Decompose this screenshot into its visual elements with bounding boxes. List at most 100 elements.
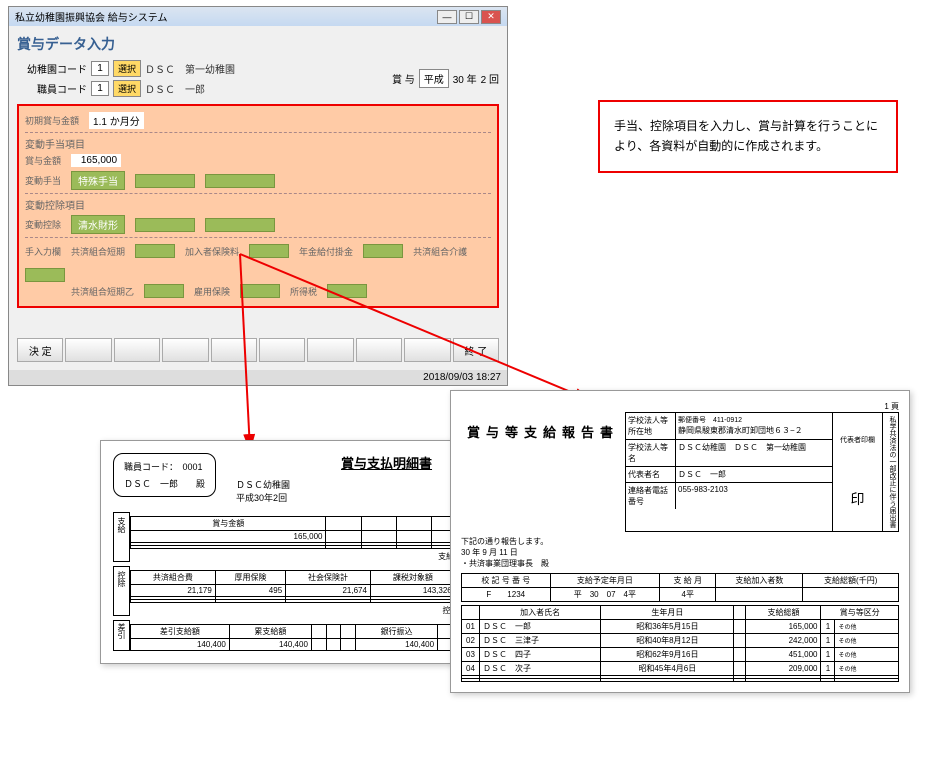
h2-3: 支給加入者数: [716, 574, 803, 588]
b7[interactable]: [307, 338, 353, 362]
deduction-combo[interactable]: 清水財形: [71, 215, 125, 234]
c0: [462, 606, 480, 620]
r2-date: 30 年 9 月 11 日: [461, 547, 899, 558]
df-h2: 銀行振込: [356, 625, 438, 639]
bonus-report: 1 頁 賞与等支給報告書 学校法人等所在地郵便番号 411-0912静岡県駿東郡…: [450, 390, 910, 693]
school-select-button[interactable]: 選択: [113, 60, 141, 77]
allowance-combo[interactable]: 特殊手当: [71, 171, 125, 190]
side-note: 私学共済法の一部改正に伴う届出書: [883, 412, 899, 532]
bl-field-6[interactable]: [240, 284, 280, 298]
bl-3: 年金給付掛金: [299, 245, 353, 258]
b8[interactable]: [356, 338, 402, 362]
r2-note1: 下記の通り報告します。: [461, 536, 899, 547]
m2k: 代表者名: [626, 467, 676, 482]
variable-allowance-label: 変動手当: [25, 174, 61, 187]
pay-section-label: 支給: [113, 512, 130, 562]
employee-select-button[interactable]: 選択: [113, 80, 141, 97]
b5[interactable]: [211, 338, 257, 362]
d-v0: 21,179: [131, 585, 216, 597]
bl-4: 共済組合介護: [413, 245, 467, 258]
page-num: 1 頁: [461, 401, 899, 412]
status-bar: 2018/09/03 18:27: [9, 370, 507, 385]
d-v2: 21,674: [286, 585, 371, 597]
b4[interactable]: [162, 338, 208, 362]
bl-field-2[interactable]: [249, 244, 289, 258]
allowance-bar-1[interactable]: [135, 174, 195, 188]
employee-code-label: 職員コード: [17, 81, 87, 96]
bl-field-1[interactable]: [135, 244, 175, 258]
maximize-button[interactable]: ☐: [459, 10, 479, 24]
bonus-input-panel: 初期賞与金額 1.1 か月分 変動手当項目 賞与金額 165,000 変動手当 …: [17, 104, 499, 308]
bl-field-5[interactable]: [144, 284, 184, 298]
d-h3: 課税対象額: [370, 571, 455, 585]
c1: 加入者氏名: [480, 606, 601, 620]
d-v3: 143,326: [370, 585, 455, 597]
bl-6: 雇用保険: [194, 285, 230, 298]
emp-code: 0001: [183, 462, 203, 472]
bl-field-3[interactable]: [363, 244, 403, 258]
b2[interactable]: [65, 338, 111, 362]
deduction-section: 変動控除項目: [25, 193, 491, 212]
employee-id-box: 職員コード： 0001 ＤＳＣ 一郎 殿: [113, 453, 216, 497]
df-v0: 140,400: [131, 639, 230, 651]
bl-field-7[interactable]: [327, 284, 367, 298]
c3: [734, 606, 746, 620]
seal-char: 印: [851, 489, 865, 509]
allowance-bar-2[interactable]: [205, 174, 275, 188]
school-code-value[interactable]: 1: [91, 61, 109, 76]
bottom-divider: [25, 237, 491, 241]
emp-name: ＤＳＣ 一郎: [124, 479, 178, 489]
table-row: 01ＤＳＣ 一郎昭和36年5月15日165,0001その他: [462, 620, 899, 634]
callout-box: 手当、控除項目を入力し、賞与計算を行うことにより、各資料が自動的に作成されます。: [598, 100, 898, 173]
bonus-amount-label: 賞与金額: [25, 154, 61, 167]
confirm-button[interactable]: 決 定: [17, 338, 63, 362]
page-heading: 賞与データ入力: [17, 34, 499, 54]
m3v: 055-983-2103: [676, 483, 832, 509]
m1v: ＤＳＣ幼稚園 ＤＳＣ 第一幼稚園: [676, 440, 832, 466]
table-row: 03ＤＳＣ 四子昭和62年9月16日451,0001その他: [462, 648, 899, 662]
bottom-labels-row1: 手入力欄 共済組合短期 加入者保険料 年金給付掛金 共済組合介護: [25, 244, 491, 282]
initial-bonus-label: 初期賞与金額: [25, 114, 79, 127]
d-v1: 495: [215, 585, 285, 597]
h2-4: 支給総額(千円): [803, 574, 899, 588]
window-body: 賞与データ入力 幼稚園コード 1 選択 ＤＳＣ 第一幼稚園 職員コード 1 選択…: [9, 26, 507, 370]
df-v1: 140,400: [229, 639, 311, 651]
m0v: 静岡県駿東郡清水町卸団地６３−２: [678, 425, 830, 436]
b6[interactable]: [259, 338, 305, 362]
bonus-amount-value[interactable]: 165,000: [71, 154, 121, 167]
m1k: 学校法人等名: [626, 440, 676, 466]
b9[interactable]: [404, 338, 450, 362]
school-code-label: 幼稚園コード: [17, 61, 87, 76]
minimize-button[interactable]: —: [437, 10, 457, 24]
h2-0: 校 記 号 番 号: [462, 574, 551, 588]
window-controls: — ☐ ✕: [437, 10, 501, 24]
close-button[interactable]: ✕: [481, 10, 501, 24]
emp-code-label: 職員コード：: [124, 462, 174, 472]
variable-deduction-label: 変動控除: [25, 218, 61, 231]
deduction-bar-2[interactable]: [205, 218, 275, 232]
bl-1: 共済組合短期: [71, 245, 125, 258]
h2v-2: 4平: [660, 588, 716, 602]
d-h1: 厚用保険: [215, 571, 285, 585]
exit-button[interactable]: 終 了: [453, 338, 499, 362]
c2: 生年月日: [601, 606, 734, 620]
ded-section-label: 控除: [113, 566, 130, 616]
h2v-4: [803, 588, 899, 602]
m2v: ＤＳＣ 一郎: [676, 467, 832, 482]
initial-bonus-value[interactable]: 1.1 か月分: [89, 112, 144, 129]
seal-box: 代表者印欄印: [833, 412, 883, 532]
employee-code-row: 職員コード 1 選択 ＤＳＣ 一郎: [17, 80, 235, 97]
bonus-label: 賞 与: [392, 71, 415, 86]
titlebar: 私立幼稚園振興協会 給与システム — ☐ ✕: [9, 7, 507, 26]
employee-code-value[interactable]: 1: [91, 81, 109, 96]
h2v-3: [716, 588, 803, 602]
window-title: 私立幼稚園振興協会 給与システム: [15, 9, 167, 24]
deduction-bar-1[interactable]: [135, 218, 195, 232]
bl-5: 共済組合短期乙: [71, 285, 134, 298]
h2-2: 支 給 月: [660, 574, 716, 588]
report2-meta: 学校法人等所在地郵便番号 411-0912静岡県駿東郡清水町卸団地６３−２ 学校…: [625, 412, 833, 532]
era-select[interactable]: 平成: [419, 69, 449, 88]
bl-field-4[interactable]: [25, 268, 65, 282]
df-h0: 差引支給額: [131, 625, 230, 639]
b3[interactable]: [114, 338, 160, 362]
